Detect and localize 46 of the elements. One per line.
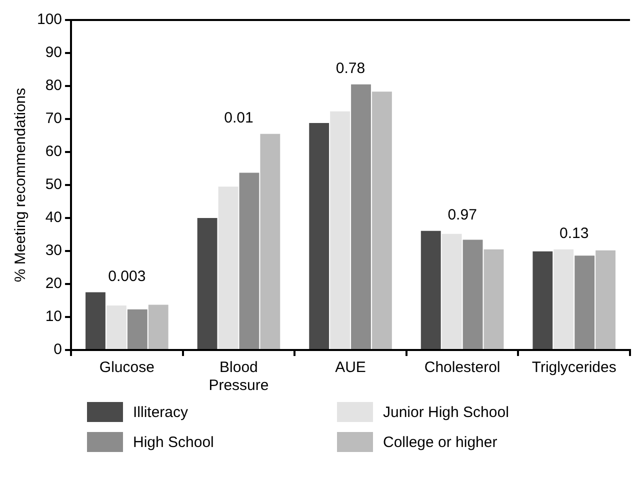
legend-label: Illiteracy <box>133 404 188 420</box>
y-tick-label: 40 <box>45 209 62 226</box>
annotation: 0.01 <box>224 109 254 126</box>
bar <box>218 186 238 349</box>
x-tick-label: AUE <box>335 359 366 376</box>
bar <box>86 292 106 349</box>
bar <box>596 250 616 349</box>
annotation: 0.78 <box>336 60 366 77</box>
x-tick-label: Triglycerides <box>532 359 616 376</box>
bar <box>351 84 371 349</box>
x-tick-label: Blood Pressure <box>208 359 269 394</box>
y-tick-label: 50 <box>45 176 62 194</box>
y-tick-label: 70 <box>45 110 62 128</box>
annotation: 0.13 <box>560 224 589 242</box>
x-tick-label: Cholesterol <box>424 359 500 376</box>
bar <box>309 122 330 349</box>
y-tick-label: 10 <box>45 308 62 326</box>
y-tick-label: 80 <box>45 77 62 94</box>
bar <box>239 172 260 349</box>
legend-label: High School <box>133 434 214 450</box>
annotation: 0.003 <box>108 268 146 285</box>
y-tick-label: 100 <box>36 11 62 28</box>
bar <box>106 305 126 349</box>
y-axis-title: % Meeting recommendations <box>12 88 30 282</box>
bar <box>574 256 595 349</box>
bar <box>197 218 218 349</box>
y-tick-label: 60 <box>45 143 62 160</box>
bar <box>554 249 574 349</box>
x-tick-label: Glucose <box>99 359 154 376</box>
y-tick-label: 30 <box>45 242 62 260</box>
annotation: 0.97 <box>448 206 477 224</box>
bar <box>462 240 483 349</box>
y-tick-label: 20 <box>45 275 62 292</box>
legend-label: Junior High School <box>383 404 509 420</box>
bar <box>420 230 441 349</box>
bar <box>442 234 462 349</box>
bar <box>372 92 392 349</box>
legend-label: College or higher <box>383 434 498 450</box>
bar <box>127 309 148 349</box>
bar <box>148 304 168 349</box>
bar <box>260 134 280 349</box>
bar <box>532 251 553 349</box>
y-tick-label: 0 <box>54 341 62 358</box>
bar <box>484 249 504 349</box>
y-tick-label: 90 <box>45 44 62 62</box>
bar <box>330 111 350 349</box>
